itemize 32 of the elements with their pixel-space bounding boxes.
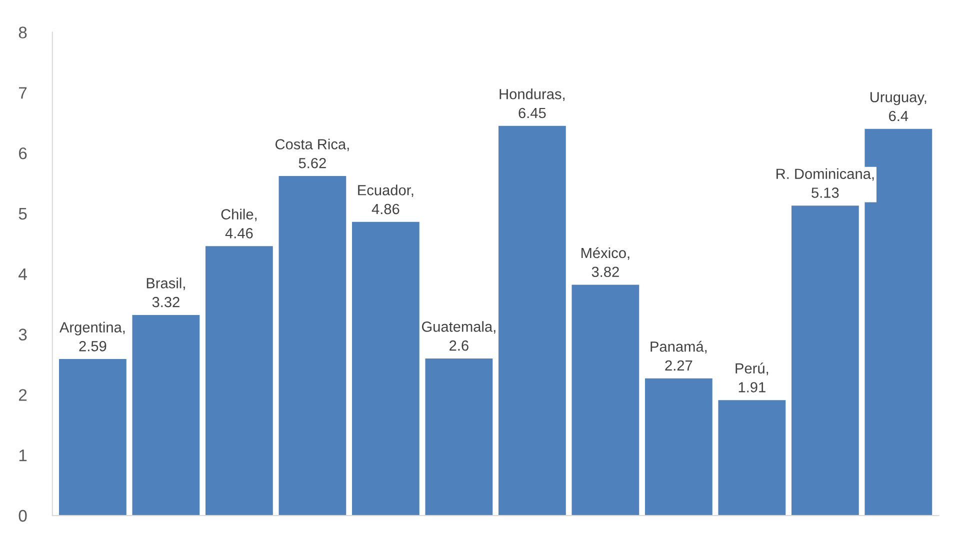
data-label: Ecuador, 4.86 (358, 184, 414, 214)
bar (59, 359, 126, 516)
y-tick-label: 7 (19, 87, 27, 99)
bar (206, 246, 273, 516)
data-label: Chile, 4.46 (221, 208, 257, 238)
bar (278, 176, 346, 516)
bar (644, 378, 712, 516)
data-label: Panamá, 2.27 (650, 340, 707, 371)
bar (498, 126, 566, 516)
y-tick-label: 5 (18, 208, 27, 220)
y-tick-label: 1 (19, 450, 27, 462)
y-tick-label: 6 (18, 147, 27, 160)
data-label: R. Dominicana, 5.13 (776, 168, 874, 198)
y-tick-label: 4 (18, 268, 27, 280)
bar (718, 400, 786, 516)
data-label: México, 3.82 (582, 247, 630, 278)
data-label: Argentina, 2.59 (59, 322, 125, 352)
data-label: Uruguay, 6.4 (870, 92, 926, 122)
y-tick-label: 2 (18, 389, 27, 401)
bar (132, 314, 200, 516)
y-tick-label: 3 (18, 328, 27, 340)
data-label: Honduras, 6.45 (500, 88, 565, 118)
y-tick-label: 8 (18, 26, 27, 38)
data-label: Costa Rica, 5.62 (275, 138, 349, 168)
bar (425, 358, 493, 516)
bar (352, 222, 420, 516)
data-label: Guatemala, 2.6 (422, 321, 496, 351)
data-label: Brasil, 3.32 (146, 278, 185, 308)
bar (572, 284, 640, 516)
data-label: Perú, 1.91 (736, 362, 768, 392)
y-tick-label: 0 (18, 510, 27, 522)
bar (791, 206, 859, 516)
